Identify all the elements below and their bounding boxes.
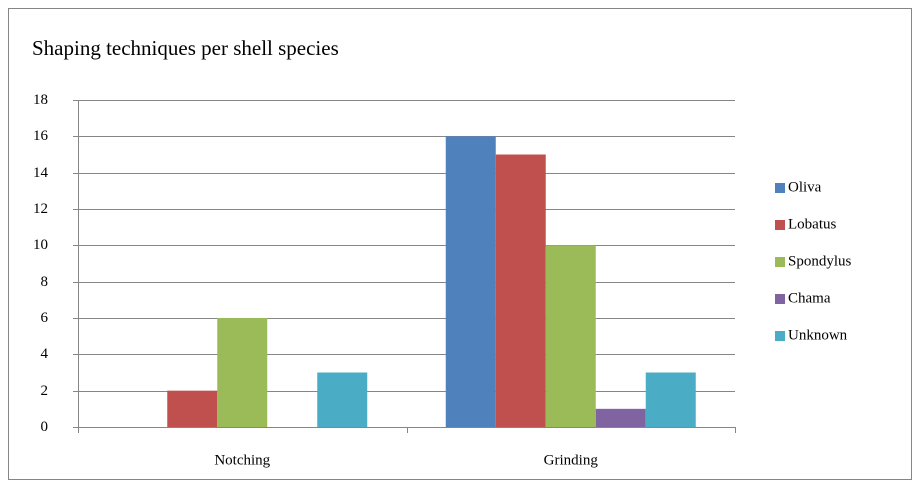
legend-swatch	[775, 331, 785, 341]
bar	[545, 245, 596, 427]
x-tick-label: Notching	[214, 452, 270, 468]
chart-title: Shaping techniques per shell species	[32, 36, 339, 60]
legend-label: Lobatus	[788, 216, 836, 232]
legend-swatch	[775, 294, 785, 304]
bar	[495, 154, 546, 427]
y-tick-label: 12	[33, 201, 48, 217]
y-tick-label: 0	[41, 419, 49, 435]
y-tick-label: 18	[33, 92, 48, 108]
legend-label: Chama	[788, 290, 831, 306]
y-tick-label: 6	[41, 310, 49, 326]
bar	[645, 372, 696, 427]
legend-label: Oliva	[788, 179, 822, 195]
y-tick-label: 16	[33, 128, 49, 144]
bar	[595, 408, 646, 427]
legend-swatch	[775, 183, 785, 193]
legend-label: Spondylus	[788, 253, 852, 269]
x-tick-label: Grinding	[544, 452, 599, 468]
legend-swatch	[775, 257, 785, 267]
y-tick-label: 14	[33, 165, 49, 181]
y-tick-label: 10	[33, 237, 48, 253]
y-tick-label: 4	[41, 346, 49, 362]
y-tick-label: 2	[41, 383, 49, 399]
bar	[217, 318, 268, 427]
bar	[317, 372, 368, 427]
bar	[445, 136, 496, 428]
bar	[167, 390, 218, 427]
y-tick-label: 8	[41, 274, 49, 290]
legend-label: Unknown	[788, 327, 848, 343]
legend-swatch	[775, 220, 785, 230]
